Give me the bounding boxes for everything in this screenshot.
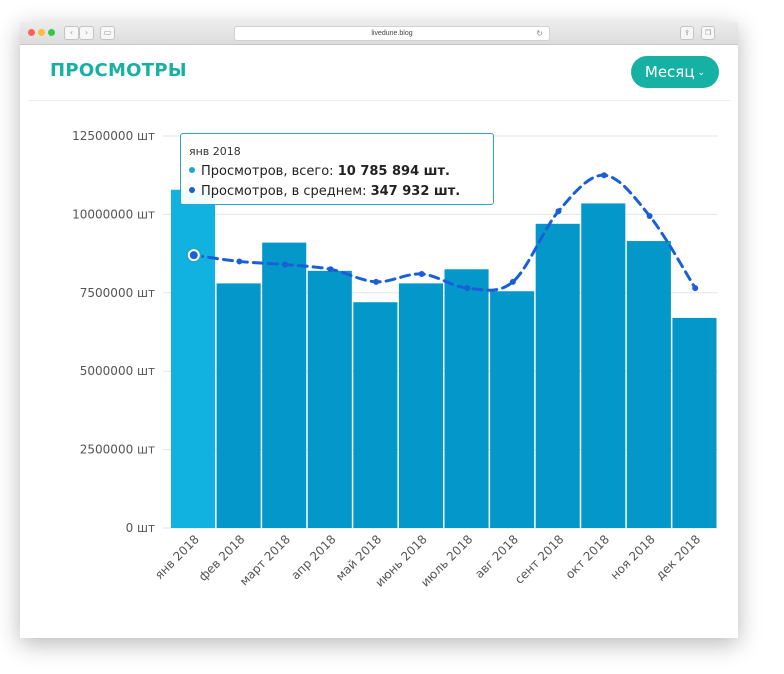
minimize-window-icon[interactable] [38, 29, 45, 36]
y-tick-label: 5000000 шт [80, 364, 155, 378]
tabs-icon[interactable]: ❐ [701, 26, 715, 40]
forward-arrow-icon[interactable]: › [79, 26, 94, 40]
line-point[interactable] [327, 266, 334, 273]
x-tick-label: апр 2018 [288, 532, 338, 582]
line-point-highlight-core [189, 251, 198, 260]
bar[interactable] [171, 189, 216, 528]
address-bar-url: livedune.blog [371, 30, 413, 37]
bar[interactable] [307, 270, 352, 528]
line-point[interactable] [509, 278, 516, 285]
period-select-button[interactable]: Месяц ⌄ [631, 56, 719, 88]
bars [171, 189, 717, 529]
bar[interactable] [490, 291, 535, 528]
reload-icon[interactable]: ↻ [536, 29, 543, 38]
line-point[interactable] [646, 212, 653, 219]
line-point[interactable] [373, 278, 380, 285]
line-point[interactable] [464, 285, 471, 292]
address-bar[interactable]: livedune.blog ↻ [234, 26, 550, 41]
share-icon[interactable]: ⇪ [680, 26, 694, 40]
legend-dot-icon [189, 167, 195, 173]
y-axis-labels: 0 шт 2500000 шт 5000000 шт 7500000 шт 100000… [72, 129, 155, 535]
x-tick-label: авг 2018 [472, 532, 521, 581]
line-point[interactable] [418, 270, 425, 277]
tooltip-row-total: Просмотров, всего: 10 785 894 шт. [189, 164, 450, 179]
tooltip-row-average-label: Просмотров, в среднем: [201, 184, 371, 199]
chevron-down-icon: ⌄ [697, 68, 706, 78]
average-line [185, 172, 699, 292]
line-point[interactable] [601, 172, 608, 179]
line-point[interactable] [692, 285, 699, 292]
page-title: ПРОСМОТРЫ [50, 60, 187, 81]
bar[interactable] [672, 317, 717, 528]
bar[interactable] [353, 302, 398, 528]
close-window-icon[interactable] [28, 29, 35, 36]
line-point[interactable] [236, 258, 243, 265]
x-tick-label: окт 2018 [563, 532, 612, 581]
y-tick-label: 7500000 шт [80, 286, 155, 300]
x-tick-label: янв 2018 [152, 532, 202, 582]
tooltip-row-total-label: Просмотров, всего: [201, 164, 338, 179]
x-tick-label: дек 2018 [653, 532, 703, 582]
tooltip-row-average-value: 347 932 шт. [370, 184, 461, 199]
chart-tooltip: янв 2018 Просмотров, всего: 10 785 894 ш… [180, 133, 494, 205]
bar[interactable] [398, 283, 443, 528]
tooltip-row-average: Просмотров, в среднем: 347 932 шт. [189, 184, 460, 199]
x-tick-label: сент 2018 [512, 532, 567, 587]
bar[interactable] [262, 242, 307, 528]
line-point[interactable] [555, 208, 562, 215]
y-tick-label: 10000000 шт [72, 207, 155, 221]
x-tick-label: ноя 2018 [608, 532, 658, 582]
bar[interactable] [535, 223, 580, 529]
back-arrow-icon[interactable]: ‹ [64, 26, 79, 40]
tooltip-title: янв 2018 [189, 145, 241, 158]
y-tick-label: 0 шт [126, 521, 155, 535]
maximize-window-icon[interactable] [48, 29, 55, 36]
line-point[interactable] [281, 261, 288, 268]
browser-titlebar: ‹ › ▭ livedune.blog ↻ ⇪ ❐ [20, 22, 738, 45]
header-divider [28, 100, 730, 101]
tooltip-row-total-value: 10 785 894 шт. [337, 164, 450, 179]
sidebar-toggle-icon[interactable]: ▭ [100, 26, 115, 40]
bar[interactable] [581, 203, 626, 528]
bar[interactable] [626, 241, 671, 528]
bar[interactable] [216, 283, 261, 528]
period-select-label: Месяц [644, 63, 695, 81]
y-tick-label: 12500000 шт [72, 129, 155, 143]
y-tick-label: 2500000 шт [80, 443, 155, 457]
legend-dot-icon [189, 187, 195, 193]
bar[interactable] [444, 269, 489, 528]
